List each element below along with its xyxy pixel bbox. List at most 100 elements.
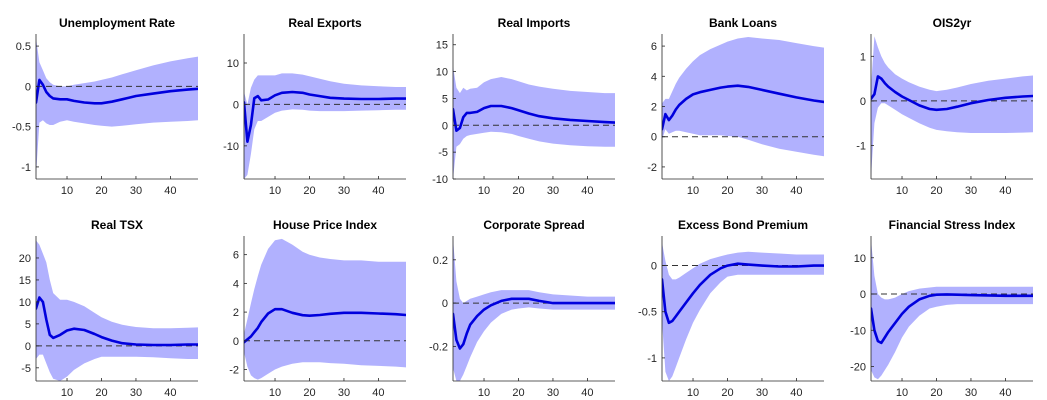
y-tick-label: 2: [651, 102, 657, 114]
y-tick-label: 10: [227, 58, 239, 70]
x-tick-label: 20: [721, 185, 733, 197]
y-tick-label: -1: [856, 141, 866, 153]
x-tick-label: 40: [999, 185, 1011, 197]
y-tick-label: -5: [438, 147, 448, 159]
y-tick-label: -2: [647, 162, 657, 174]
confidence-band: [453, 238, 615, 381]
y-tick-label: 0: [25, 81, 31, 93]
y-tick-label: 0: [860, 96, 866, 108]
panel-title: Real Exports: [288, 16, 362, 30]
y-tick-label: 4: [651, 71, 657, 83]
x-tick-label: 10: [478, 185, 490, 197]
y-tick-label: -0.5: [638, 307, 657, 319]
median-response-line: [871, 293, 1033, 345]
panel-unemployment-rate: 10 20 30 40 -1 -0.5 0 0.5 Unemployment Rate: [12, 16, 198, 197]
x-tick-label: 20: [95, 185, 107, 197]
median-response-line: [871, 75, 1033, 112]
x-tick-label: 30: [338, 185, 350, 197]
y-tick-label: 4: [233, 278, 239, 290]
plot-area: [662, 242, 824, 381]
panel-real-tsx: 10 20 30 40 -5 0 5 10 15 20 Real TSX: [19, 218, 198, 399]
confidence-band: [36, 240, 198, 381]
panel-title: Excess Bond Premium: [678, 218, 808, 232]
panel-title: Real TSX: [91, 218, 143, 232]
y-tick-label: 0: [442, 298, 448, 310]
panel-real-imports: 10 20 30 40 -10 -5 0 5 10 15 Real Imports: [432, 16, 615, 197]
x-tick-label: 40: [164, 185, 176, 197]
x-tick-label: 20: [512, 387, 524, 399]
panel-bank-loans: 10 20 30 40 -2 0 2 4 6 Bank Loans: [647, 16, 824, 197]
panel-corporate-spread: 10 20 30 40 -0.2 0 0.2 Corporate Spread: [429, 218, 615, 399]
median-response-line: [662, 84, 824, 131]
x-tick-label: 40: [790, 185, 802, 197]
x-tick-label: 40: [372, 387, 384, 399]
x-tick-label: 10: [269, 185, 281, 197]
x-tick-label: 40: [790, 387, 802, 399]
confidence-band: [453, 66, 615, 179]
x-tick-label: 10: [61, 387, 73, 399]
y-tick-label: -1: [21, 162, 31, 174]
y-tick-label: 0.5: [16, 41, 31, 53]
x-tick-label: 10: [269, 387, 281, 399]
x-tick-label: 30: [130, 185, 142, 197]
confidence-band: [244, 73, 406, 179]
panel-title: Real Imports: [498, 16, 571, 30]
panel-title: Bank Loans: [709, 16, 777, 30]
y-tick-label: -5: [21, 363, 31, 375]
panel-title: Financial Stress Index: [889, 218, 1016, 232]
y-tick-label: 5: [25, 319, 31, 331]
median-response-line: [453, 104, 615, 132]
y-tick-label: 0: [442, 120, 448, 132]
y-tick-label: -10: [432, 174, 448, 186]
y-tick-label: 20: [19, 253, 31, 265]
plot-area: [453, 66, 615, 179]
y-tick-label: 0: [25, 341, 31, 353]
x-tick-label: 40: [581, 185, 593, 197]
confidence-band: [871, 36, 1033, 177]
x-tick-label: 10: [896, 185, 908, 197]
confidence-band: [244, 238, 406, 380]
x-tick-label: 40: [372, 185, 384, 197]
x-tick-label: 10: [687, 185, 699, 197]
y-tick-label: -0.5: [12, 122, 31, 134]
plot-area: [36, 38, 198, 175]
x-tick-label: 10: [896, 387, 908, 399]
plot-area: [871, 239, 1033, 380]
y-tick-label: -10: [850, 325, 866, 337]
x-tick-label: 20: [512, 185, 524, 197]
panel-title: Corporate Spread: [483, 218, 584, 232]
median-response-line: [36, 296, 198, 347]
x-tick-label: 10: [687, 387, 699, 399]
x-tick-label: 30: [130, 387, 142, 399]
y-tick-label: 0.2: [433, 255, 448, 267]
y-tick-label: 10: [436, 67, 448, 79]
x-tick-label: 40: [581, 387, 593, 399]
x-tick-label: 10: [61, 185, 73, 197]
y-tick-label: -0.2: [429, 341, 448, 353]
plot-area: [871, 36, 1033, 177]
median-response-line: [244, 90, 406, 143]
y-tick-label: 5: [442, 93, 448, 105]
x-tick-label: 20: [95, 387, 107, 399]
y-tick-label: 6: [651, 41, 657, 53]
plot-area: [244, 73, 406, 179]
panel-title: Unemployment Rate: [59, 16, 175, 30]
y-tick-label: 0: [233, 99, 239, 111]
plot-area: [453, 238, 615, 381]
panel-excess-bond-premium: 10 20 30 40 -1 -0.5 0 Excess Bond Premium: [638, 218, 824, 399]
confidence-band: [662, 37, 824, 157]
x-tick-label: 20: [721, 387, 733, 399]
x-tick-label: 30: [756, 387, 768, 399]
confidence-band: [36, 38, 198, 175]
y-tick-label: 10: [19, 297, 31, 309]
y-tick-label: -10: [223, 141, 239, 153]
x-tick-label: 20: [930, 185, 942, 197]
x-tick-label: 30: [338, 387, 350, 399]
plot-area: [662, 37, 824, 157]
x-tick-label: 20: [930, 387, 942, 399]
panel-real-exports: 10 20 30 40 -10 0 10 Real Exports: [223, 16, 406, 197]
x-tick-label: 40: [164, 387, 176, 399]
x-tick-label: 30: [547, 185, 559, 197]
median-response-line: [453, 297, 615, 350]
